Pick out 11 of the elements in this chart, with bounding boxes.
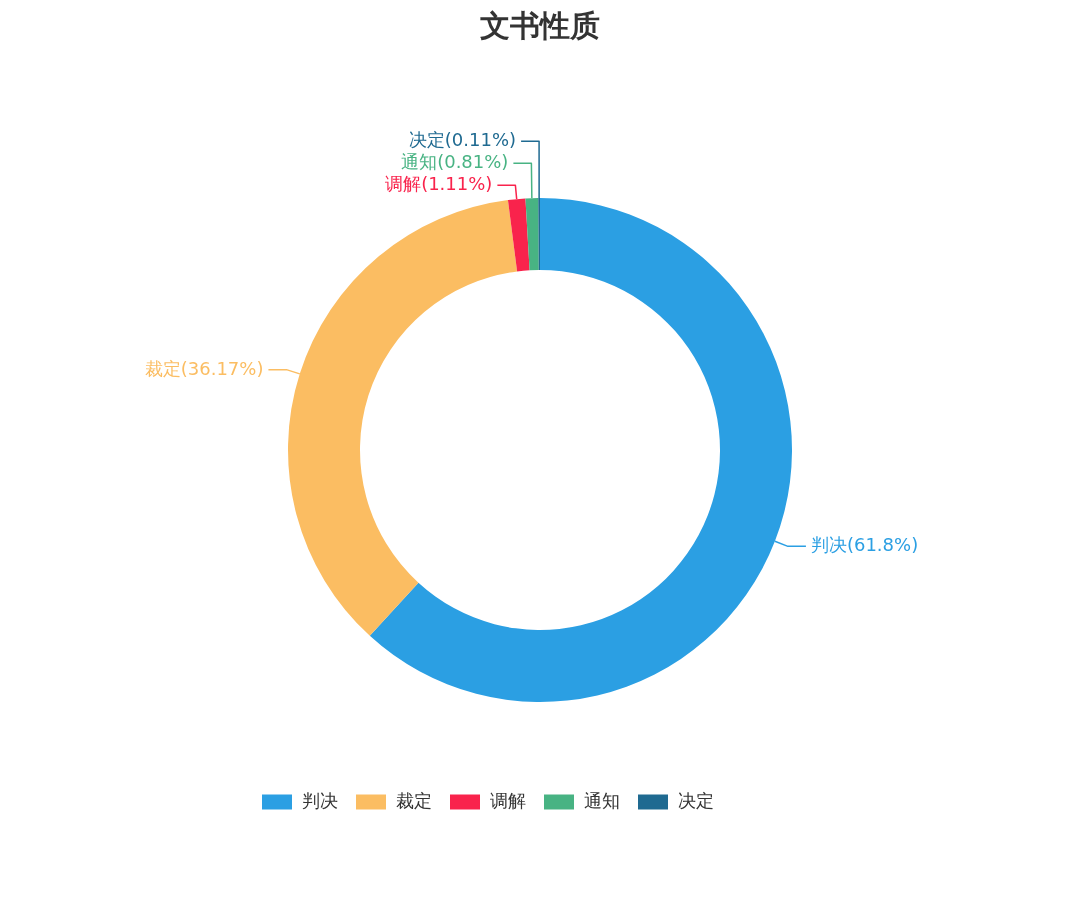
legend-label: 判决 [302,790,338,811]
legend-label: 裁定 [396,790,432,811]
legend-label: 通知 [584,790,620,811]
data-label: 判决(61.8%) [810,534,919,556]
legend-label: 调解 [490,790,526,811]
data-label: 通知(0.81%) [401,151,509,173]
legend-label: 决定 [678,790,714,811]
data-label: 决定(0.11%) [408,129,517,151]
data-label: 调解(1.11%) [385,173,493,195]
chart-title: 文书性质 [480,8,600,43]
data-label: 裁定(36.17%) [144,357,264,379]
